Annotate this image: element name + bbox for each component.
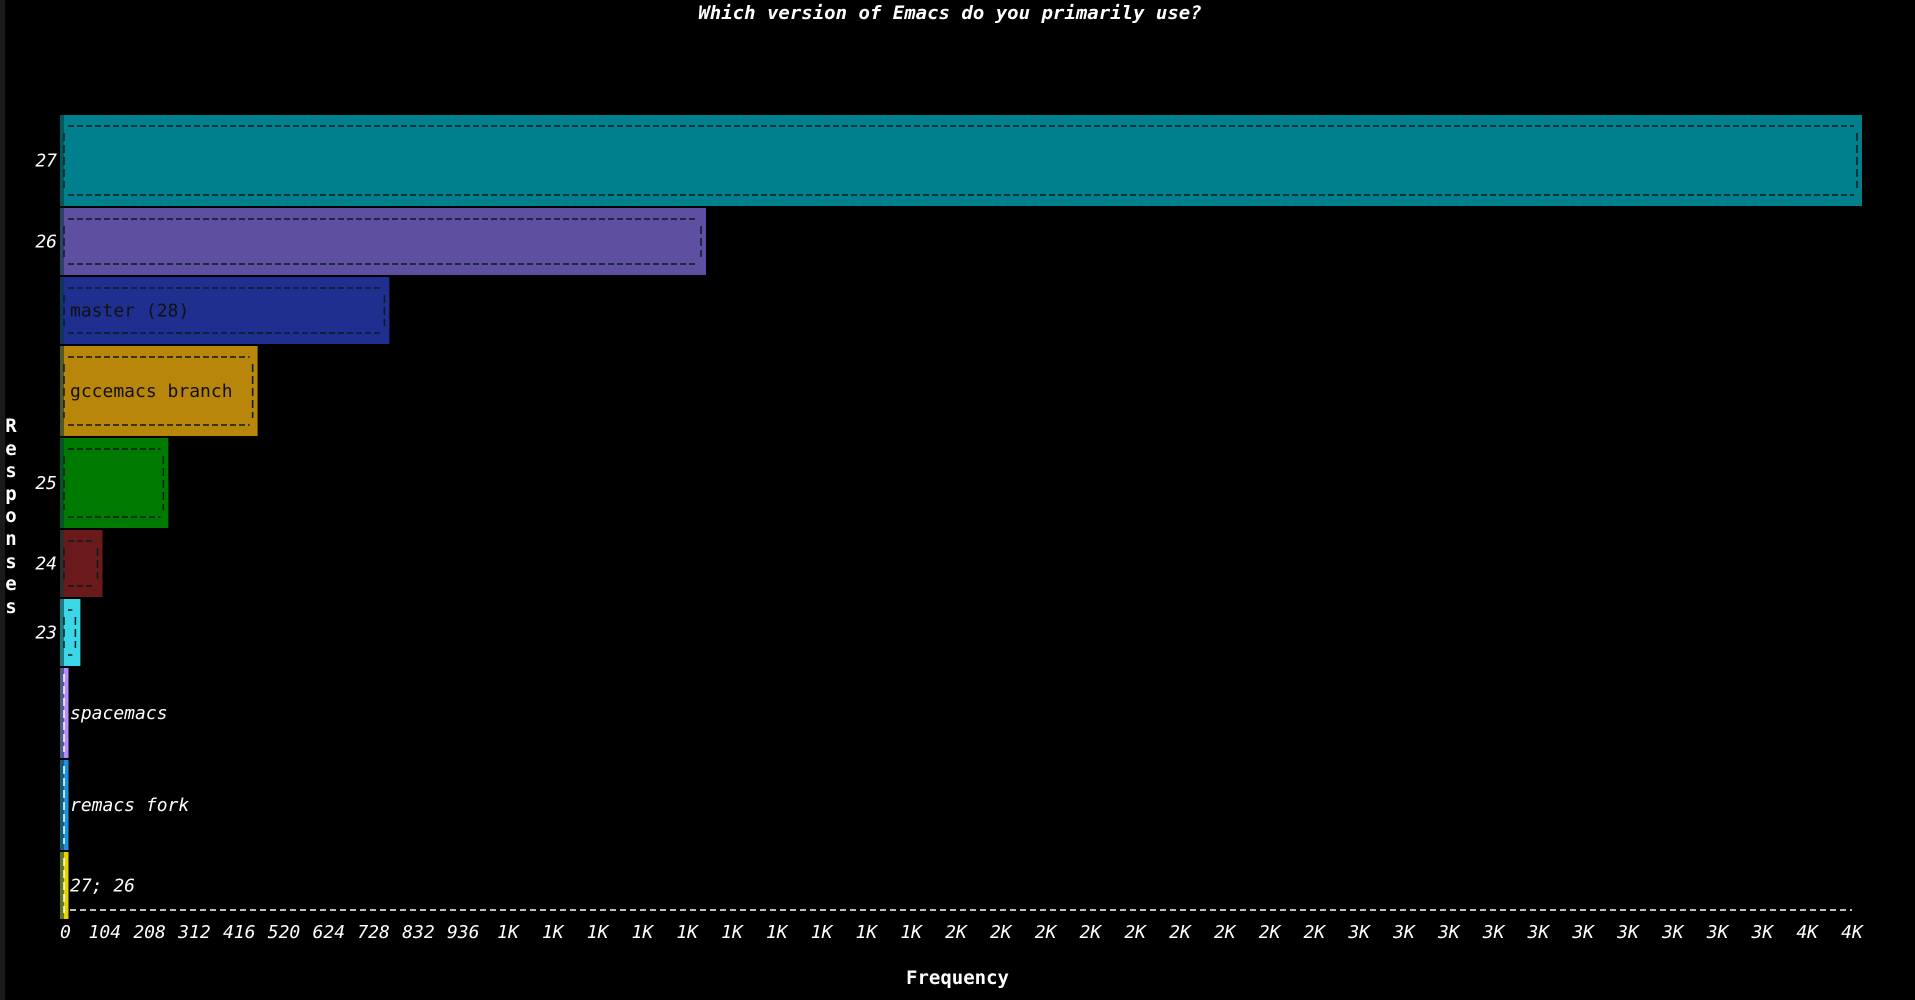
x-tick-label-10: 1K — [497, 922, 520, 943]
x-tick-label-4: 416 — [223, 922, 256, 943]
x-tick-label-7: 728 — [357, 922, 390, 943]
bar-inside-label-8: remacs fork — [70, 795, 189, 816]
bar-edge-7 — [60, 668, 64, 758]
y-tick-label-1: 26 — [35, 232, 57, 253]
x-tick-label-19: 1K — [900, 922, 923, 943]
y-tick-label-5: 24 — [35, 554, 57, 575]
x-tick-label-25: 2K — [1169, 922, 1192, 943]
bar-4 — [60, 438, 169, 528]
bar-edge-4 — [60, 438, 64, 528]
bar-1 — [60, 208, 706, 275]
x-tick-label-13: 1K — [632, 922, 655, 943]
x-tick-label-5: 520 — [268, 922, 301, 943]
x-tick-label-1: 104 — [89, 922, 122, 943]
bar-edge-6 — [60, 599, 64, 666]
x-tick-label-15: 1K — [721, 922, 744, 943]
x-tick-label-35: 3K — [1616, 922, 1640, 943]
x-tick-label-29: 3K — [1347, 922, 1371, 943]
x-tick-label-24: 2K — [1124, 922, 1147, 943]
y-tick-label-6: 23 — [35, 623, 57, 644]
x-tick-label-11: 1K — [542, 922, 565, 943]
x-tick-label-26: 2K — [1214, 922, 1237, 943]
chart-title: Which version of Emacs do you primarily … — [698, 2, 1202, 24]
x-tick-label-31: 3K — [1437, 922, 1461, 943]
bar-inside-label-2: master (28) — [70, 301, 189, 322]
x-tick-label-38: 3K — [1751, 922, 1775, 943]
x-tick-label-23: 2K — [1080, 922, 1103, 943]
x-tick-label-3: 312 — [177, 922, 211, 943]
y-axis-label: R e s p o n s e s — [5, 415, 17, 618]
x-tick-label-36: 3K — [1661, 922, 1685, 943]
x-axis-label: Frequency — [906, 967, 1009, 989]
x-tick-label-12: 1K — [587, 922, 610, 943]
bar-0 — [60, 115, 1862, 206]
x-tick-label-37: 3K — [1706, 922, 1730, 943]
bar-5 — [60, 530, 103, 597]
bar-inside-label-7: spacemacs — [70, 703, 168, 724]
bar-inside-label-9: 27; 26 — [70, 876, 135, 897]
bar-edge-3 — [60, 346, 64, 436]
x-tick-label-2: 208 — [133, 922, 166, 943]
bar-edge-9 — [60, 852, 64, 919]
x-tick-label-28: 2K — [1304, 922, 1327, 943]
bar-inside-label-3: gccemacs branch — [70, 381, 233, 402]
x-tick-label-33: 3K — [1527, 922, 1551, 943]
x-tick-label-0: 0 — [60, 922, 71, 943]
x-tick-label-32: 3K — [1482, 922, 1506, 943]
y-tick-label-4: 25 — [35, 473, 57, 494]
x-tick-label-18: 1K — [856, 922, 879, 943]
x-tick-label-9: 936 — [447, 922, 480, 943]
x-tick-label-40: 4K — [1841, 922, 1864, 943]
y-tick-label-0: 27 — [35, 151, 57, 172]
bar-3 — [60, 346, 258, 436]
x-tick-label-20: 2K — [945, 922, 968, 943]
bar-6 — [60, 599, 81, 666]
x-tick-label-21: 2K — [990, 922, 1013, 943]
x-tick-label-16: 1K — [766, 922, 789, 943]
bar-edge-0 — [60, 115, 64, 206]
x-tick-label-30: 3K — [1392, 922, 1416, 943]
x-tick-label-22: 2K — [1035, 922, 1058, 943]
bar-edge-2 — [60, 277, 64, 344]
x-tick-label-6: 624 — [313, 922, 346, 943]
x-tick-label-8: 832 — [402, 922, 435, 943]
x-tick-label-27: 2K — [1259, 922, 1282, 943]
x-tick-label-34: 3K — [1571, 922, 1595, 943]
x-tick-label-17: 1K — [811, 922, 834, 943]
bar-edge-8 — [60, 760, 64, 850]
bar-edge-1 — [60, 208, 64, 275]
x-tick-label-39: 4K — [1796, 922, 1819, 943]
x-tick-label-14: 1K — [676, 922, 699, 943]
bar-edge-5 — [60, 530, 64, 597]
